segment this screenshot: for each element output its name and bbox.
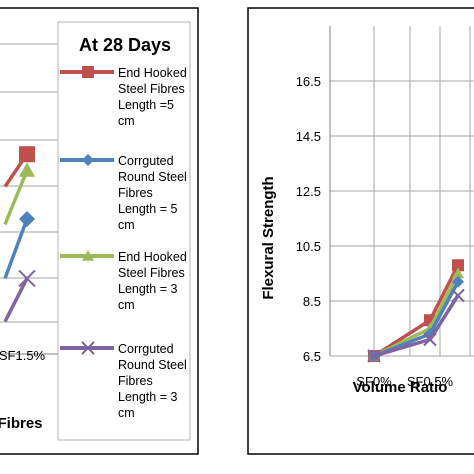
right-x-tick-label: SF0% <box>356 374 392 389</box>
legend-entry: End Hooked Steel Fibres Length =5 cm <box>60 66 187 128</box>
legend-label: Round Steel <box>118 170 187 184</box>
right-x-axis-label: Volume Ratio <box>353 379 448 396</box>
legend-label: Length = 3 <box>118 390 177 404</box>
left-series-line <box>3 169 29 226</box>
right-data-point <box>367 349 381 363</box>
right-gridlines <box>329 26 474 357</box>
legend-label: Length =5 <box>118 98 174 112</box>
legend-label: Corrguted <box>118 342 174 356</box>
left-chart: At 28 Days End Hooked Steel Fibres Length … <box>0 7 199 455</box>
right-x-tick-label: SF0.5% <box>407 374 454 389</box>
left-chart-title: At 28 Days <box>79 35 171 55</box>
legend-swatch-marker <box>82 66 94 78</box>
right-data-point <box>452 267 464 279</box>
left-data-point <box>18 269 36 288</box>
left-series-group <box>3 146 36 323</box>
right-y-tick-label: 6.5 <box>303 349 321 364</box>
right-y-tick-label: 14.5 <box>296 129 321 144</box>
right-series-3 <box>367 288 465 363</box>
legend-swatch-marker <box>82 250 94 261</box>
right-y-tick-label: 12.5 <box>296 184 321 199</box>
right-y-axis-label: Flexural Strength <box>260 176 277 299</box>
right-data-point <box>452 259 464 272</box>
right-chart: 6.5 8.5 10.5 12.5 14.5 16.5 SF0% SF0.5% Flexur… <box>247 7 474 455</box>
legend-label: cm <box>118 114 135 128</box>
left-series-line <box>3 277 29 323</box>
right-y-ticks: 6.5 8.5 10.5 12.5 14.5 16.5 <box>296 74 321 364</box>
legend-label: cm <box>118 298 135 312</box>
legend-label: cm <box>118 218 135 232</box>
left-series-line <box>3 218 29 280</box>
legend-label: Steel Fibres <box>118 266 185 280</box>
legend-entry: End Hooked Steel Fibres Length = 3 cm <box>60 250 187 312</box>
left-series-0 <box>3 146 35 188</box>
legend-label: Fibres <box>118 186 153 200</box>
right-series-group <box>367 259 465 363</box>
right-y-tick-label: 8.5 <box>303 294 321 309</box>
legend-label: Length = 5 <box>118 202 177 216</box>
right-y-tick-label: 10.5 <box>296 239 321 254</box>
legend-label: Round Steel <box>118 358 187 372</box>
left-data-point <box>19 146 35 163</box>
legend-label: Corrguted <box>118 154 174 168</box>
left-data-point <box>19 211 35 227</box>
legend-label: cm <box>118 406 135 420</box>
legend-label: Length = 3 <box>118 282 177 296</box>
legend-label: End Hooked <box>118 250 187 264</box>
left-series-2 <box>3 162 35 226</box>
legend-swatch-marker <box>81 341 95 355</box>
left-x-tick-label: SF1.5% <box>0 348 46 363</box>
legend-entry: Corrguted Round Steel Fibres Length = 5 cm <box>60 154 187 232</box>
left-legend-box <box>57 21 191 441</box>
right-data-point <box>452 275 464 288</box>
left-gridlines <box>0 43 58 355</box>
right-chart-frame <box>247 7 474 455</box>
legend-swatch-marker <box>82 154 94 166</box>
right-data-point <box>451 288 465 303</box>
right-y-tick-label: 16.5 <box>296 74 321 89</box>
legend-label: Fibres <box>118 374 153 388</box>
left-data-point <box>19 162 35 177</box>
right-x-ticks: SF0% SF0.5% <box>356 374 453 389</box>
legend-entry: Corrguted Round Steel Fibres Length = 3 cm <box>60 341 187 420</box>
left-series-3 <box>3 269 36 323</box>
legend-label: Steel Fibres <box>118 82 185 96</box>
left-series-1 <box>3 211 35 280</box>
right-data-point <box>423 332 437 347</box>
legend-label: End Hooked <box>118 66 187 80</box>
left-x-axis-label: Fibres <box>0 415 43 432</box>
